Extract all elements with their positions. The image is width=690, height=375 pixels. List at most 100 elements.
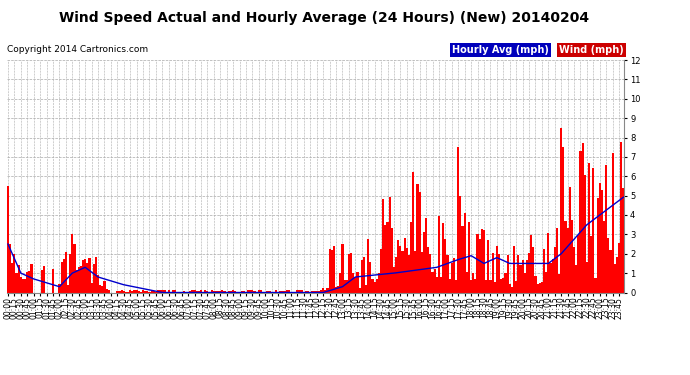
Text: Wind (mph): Wind (mph) — [559, 45, 624, 55]
Bar — [59, 284, 61, 292]
Bar — [123, 291, 125, 292]
Bar — [307, 291, 309, 292]
Bar — [462, 226, 464, 292]
Bar — [138, 291, 140, 292]
Bar — [24, 279, 26, 292]
Bar — [380, 249, 382, 292]
Bar — [393, 267, 395, 292]
Bar — [444, 239, 446, 292]
Bar — [174, 290, 177, 292]
Bar — [530, 235, 532, 292]
Bar — [324, 290, 326, 292]
Bar — [438, 216, 440, 292]
Bar — [616, 257, 618, 292]
Bar — [419, 192, 421, 292]
Bar — [526, 260, 528, 292]
Bar — [504, 273, 506, 292]
Bar — [537, 284, 539, 292]
Bar — [95, 256, 97, 292]
Bar — [191, 291, 193, 292]
Bar — [496, 246, 498, 292]
Bar — [161, 290, 164, 292]
Bar — [571, 220, 573, 292]
Bar — [560, 128, 562, 292]
Bar — [489, 280, 491, 292]
Bar — [299, 290, 301, 292]
Bar — [440, 277, 442, 292]
Bar — [135, 290, 138, 292]
Bar — [28, 271, 30, 292]
Bar — [90, 283, 92, 292]
Bar — [215, 291, 217, 292]
Bar — [232, 290, 234, 292]
Bar — [217, 291, 219, 292]
Bar — [20, 277, 22, 292]
Bar — [502, 278, 504, 292]
Bar — [129, 290, 131, 292]
Bar — [249, 290, 251, 292]
Bar — [320, 290, 322, 292]
Bar — [266, 291, 268, 292]
Bar — [373, 282, 376, 292]
Bar — [404, 238, 406, 292]
Bar — [168, 290, 170, 292]
Bar — [71, 234, 73, 292]
Bar — [541, 282, 543, 292]
Bar — [26, 272, 28, 292]
Bar — [564, 221, 566, 292]
Bar — [142, 290, 144, 292]
Bar — [408, 255, 410, 292]
Bar — [500, 279, 502, 292]
Bar — [528, 253, 530, 292]
Bar — [556, 228, 558, 292]
Bar — [131, 291, 133, 292]
Bar — [189, 291, 191, 292]
Bar — [224, 291, 226, 292]
Bar — [481, 229, 483, 292]
Bar — [547, 232, 549, 292]
Bar — [545, 272, 547, 292]
Bar — [260, 290, 262, 292]
Bar — [247, 291, 249, 292]
Bar — [367, 239, 369, 292]
Bar — [363, 256, 365, 292]
Bar — [305, 291, 307, 292]
Bar — [412, 172, 414, 292]
Bar — [241, 291, 243, 292]
Bar — [549, 263, 551, 292]
Bar — [282, 291, 284, 292]
Bar — [466, 272, 468, 292]
Bar — [518, 255, 520, 292]
Bar — [365, 285, 367, 292]
Bar — [146, 291, 148, 292]
Bar — [101, 286, 104, 292]
Bar — [13, 254, 15, 292]
Bar — [213, 291, 215, 292]
Bar — [395, 257, 397, 292]
Bar — [460, 196, 462, 292]
Bar — [515, 281, 518, 292]
Bar — [620, 142, 622, 292]
Bar — [566, 228, 569, 292]
Bar — [534, 276, 537, 292]
Bar — [108, 290, 110, 292]
Bar — [92, 264, 95, 292]
Bar — [569, 187, 571, 292]
Bar — [164, 290, 166, 292]
Bar — [601, 189, 603, 292]
Bar — [472, 273, 474, 292]
Bar — [493, 282, 496, 292]
Bar — [464, 213, 466, 292]
Bar — [603, 221, 605, 292]
Bar — [414, 251, 417, 292]
Bar — [597, 198, 599, 292]
Bar — [80, 266, 82, 292]
Bar — [67, 285, 69, 292]
Bar — [468, 222, 470, 292]
Bar — [121, 290, 123, 292]
Bar — [344, 280, 346, 292]
Bar — [157, 290, 159, 292]
Bar — [326, 288, 328, 292]
Bar — [592, 168, 594, 292]
Bar — [328, 249, 331, 292]
